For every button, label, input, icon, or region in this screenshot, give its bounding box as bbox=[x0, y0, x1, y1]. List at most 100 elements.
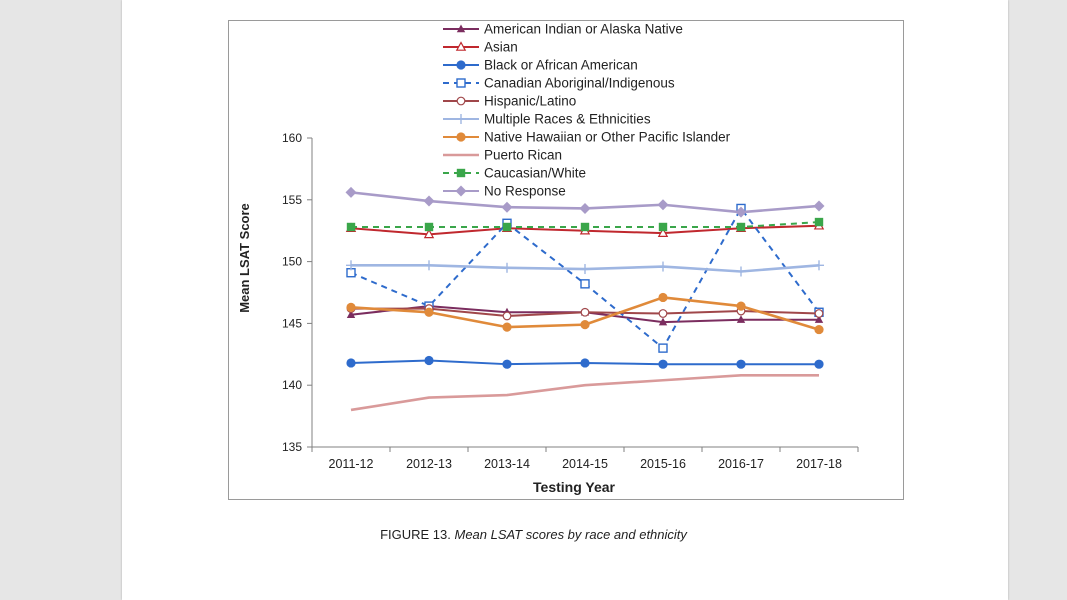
y-tick-label: 135 bbox=[282, 440, 302, 454]
legend-label: Multiple Races & Ethnicities bbox=[484, 112, 651, 127]
data-point bbox=[580, 320, 590, 330]
legend-item-caucasian-white: Caucasian/White bbox=[443, 166, 586, 181]
chart-frame bbox=[228, 20, 904, 500]
legend-label: Caucasian/White bbox=[484, 166, 586, 181]
legend-label: Hispanic/Latino bbox=[484, 94, 576, 109]
x-tick-label: 2011-12 bbox=[329, 457, 374, 471]
data-point bbox=[502, 322, 512, 332]
y-tick-label: 160 bbox=[282, 131, 302, 145]
data-point bbox=[736, 359, 746, 369]
data-point bbox=[579, 202, 591, 214]
series-puerto-rican bbox=[350, 374, 819, 412]
data-point bbox=[814, 359, 824, 369]
data-point bbox=[580, 307, 590, 317]
data-point bbox=[423, 195, 435, 207]
legend-item-native-hawaiian-or-other-pacific-islander: Native Hawaiian or Other Pacific Islande… bbox=[443, 130, 731, 145]
x-tick-label: 2015-16 bbox=[640, 457, 686, 471]
data-point bbox=[580, 358, 590, 368]
x-tick-label: 2012-13 bbox=[406, 457, 452, 471]
legend-item-no-response: No Response bbox=[443, 184, 566, 199]
series-no-response bbox=[345, 186, 825, 218]
y-tick-label: 145 bbox=[282, 316, 302, 330]
data-point bbox=[814, 260, 824, 271]
data-point bbox=[814, 315, 824, 323]
data-point bbox=[657, 199, 669, 211]
data-point bbox=[813, 200, 825, 212]
data-point bbox=[814, 309, 824, 318]
data-point bbox=[502, 359, 512, 369]
legend-marker bbox=[456, 24, 466, 33]
data-point bbox=[346, 260, 356, 271]
legend-label: Puerto Rican bbox=[484, 148, 562, 163]
data-point bbox=[502, 311, 512, 321]
chart-axes: 135 140 145 150 155 160 2011-12 2012-13 2013-14 2… bbox=[282, 131, 859, 471]
x-tick-label: 2014-15 bbox=[562, 457, 608, 471]
data-point bbox=[580, 279, 590, 289]
data-point bbox=[345, 186, 357, 198]
legend-item-canadian-aboriginal-indigenous: Canadian Aboriginal/Indigenous bbox=[443, 76, 675, 91]
data-point bbox=[423, 228, 435, 239]
series-black-or-african-american bbox=[346, 355, 824, 369]
legend-item-american-indian-or-alaska-native: American Indian or Alaska Native bbox=[443, 22, 683, 37]
legend-marker bbox=[456, 114, 466, 124]
legend-label: Black or African American bbox=[484, 58, 638, 73]
data-point bbox=[346, 302, 356, 312]
legend-marker bbox=[456, 60, 466, 70]
legend-label: Canadian Aboriginal/Indigenous bbox=[484, 76, 675, 91]
data-point bbox=[657, 227, 669, 237]
y-axis-label: Mean LSAT Score bbox=[237, 203, 252, 313]
x-tick-label: 2017-18 bbox=[796, 457, 842, 471]
data-point bbox=[735, 206, 747, 218]
legend-item-puerto-rican: Puerto Rican bbox=[443, 148, 562, 163]
data-point bbox=[502, 262, 512, 273]
legend-item-black-or-african-american: Black or African American bbox=[443, 58, 638, 73]
data-point bbox=[502, 222, 512, 232]
legend-marker bbox=[456, 132, 466, 142]
y-tick-label: 140 bbox=[282, 378, 302, 392]
x-axis-label: Testing Year bbox=[533, 479, 616, 495]
legend-marker bbox=[456, 96, 466, 106]
figure-number: FIGURE 13. bbox=[380, 527, 451, 542]
data-point bbox=[580, 264, 590, 275]
data-point bbox=[658, 359, 668, 369]
data-point bbox=[658, 317, 668, 326]
data-point bbox=[736, 266, 746, 277]
data-point bbox=[658, 261, 668, 272]
data-point bbox=[658, 343, 668, 353]
series-native-hawaiian-or-other-pacific-islander bbox=[346, 292, 824, 335]
legend-marker bbox=[455, 185, 467, 197]
series-multiple-races-ethnicities bbox=[346, 260, 824, 277]
data-point bbox=[424, 355, 434, 366]
y-tick-label: 150 bbox=[282, 255, 302, 269]
data-point bbox=[736, 301, 746, 311]
legend-marker bbox=[456, 78, 466, 88]
data-point bbox=[814, 217, 824, 227]
data-point bbox=[814, 324, 824, 335]
chart-legend: American Indian or Alaska Native Asian Bla… bbox=[443, 22, 731, 199]
data-point bbox=[424, 222, 434, 232]
x-tick-label: 2013-14 bbox=[484, 457, 530, 471]
data-point bbox=[424, 260, 434, 271]
legend-label: Native Hawaiian or Other Pacific Islande… bbox=[484, 130, 731, 145]
y-tick-label: 155 bbox=[282, 193, 302, 207]
data-point bbox=[658, 309, 668, 318]
legend-label: No Response bbox=[484, 184, 566, 199]
data-point bbox=[736, 222, 746, 232]
data-point bbox=[346, 310, 356, 318]
data-point bbox=[346, 358, 356, 368]
series-line bbox=[350, 374, 819, 412]
data-point bbox=[658, 222, 668, 232]
legend-item-multiple-races-ethnicities: Multiple Races & Ethnicities bbox=[443, 112, 651, 127]
legend-marker bbox=[455, 41, 467, 51]
legend-marker bbox=[456, 168, 466, 178]
legend-item-asian: Asian bbox=[443, 40, 518, 55]
figure-caption: FIGURE 13. Mean LSAT scores by race and … bbox=[0, 527, 1067, 542]
legend-item-hispanic-latino: Hispanic/Latino bbox=[443, 94, 576, 109]
data-point bbox=[501, 201, 513, 213]
data-point bbox=[736, 315, 746, 323]
figure-caption-text: Mean LSAT scores by race and ethnicity bbox=[454, 527, 687, 542]
x-tick-label: 2016-17 bbox=[718, 457, 764, 471]
data-point bbox=[658, 292, 668, 303]
series-layer bbox=[345, 186, 825, 412]
